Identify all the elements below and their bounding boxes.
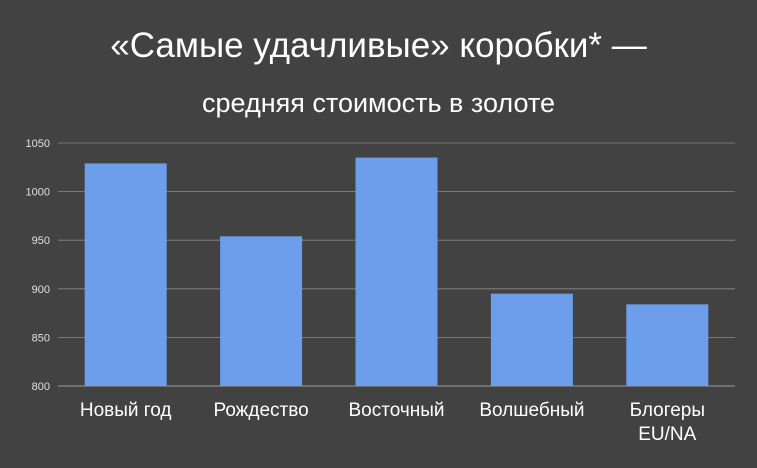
x-category-label: EU/NA <box>638 424 696 445</box>
y-tick-label: 950 <box>32 235 50 247</box>
bar <box>355 157 438 386</box>
chart-subtitle: средняя стоимость в золоте <box>202 88 555 118</box>
y-tick-label: 900 <box>32 284 50 296</box>
chart-title: «Самые удачливые» коробки* — <box>110 26 647 65</box>
bar <box>490 293 573 386</box>
y-tick-label: 1050 <box>26 138 50 150</box>
bar <box>220 236 303 386</box>
x-category-label: Блогеры <box>630 400 705 421</box>
x-category-label: Восточный <box>348 400 444 421</box>
x-category-label: Рождество <box>213 400 308 421</box>
bar <box>84 163 167 386</box>
x-category-label: Новый год <box>80 400 172 421</box>
y-tick-label: 800 <box>32 381 50 393</box>
y-tick-label: 1000 <box>26 187 50 199</box>
y-tick-label: 850 <box>32 332 50 344</box>
x-category-label: Волшебный <box>479 400 584 421</box>
bar <box>626 304 709 386</box>
